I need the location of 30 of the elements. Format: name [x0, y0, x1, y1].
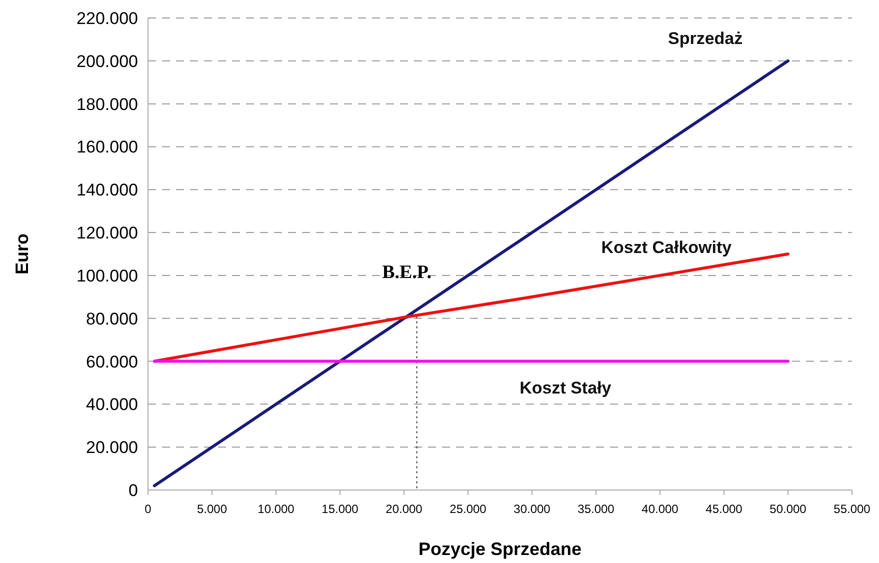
y-tick-label: 0: [128, 481, 138, 500]
y-tick-label: 20.000: [86, 438, 138, 458]
x-tick-label: 55.000: [834, 502, 871, 516]
y-tick-label: 220.000: [76, 9, 138, 28]
x-tick-label: 0: [144, 502, 152, 516]
y-tick-label: 40.000: [86, 395, 138, 414]
x-tick-label: 45.000: [706, 502, 743, 516]
y-axis-title: Euro: [12, 233, 32, 275]
x-tick-label: 25.000: [450, 502, 487, 516]
series-label: Koszt Całkowity: [601, 238, 732, 258]
y-tick-label: 120.000: [76, 224, 138, 243]
y-tick-label: 200.000: [76, 52, 138, 71]
x-tick-label: 35.000: [578, 502, 615, 516]
annotation: B.E.P.: [382, 262, 432, 284]
y-tick-label: 140.000: [76, 180, 138, 200]
x-tick-label: 15.000: [322, 502, 359, 516]
x-tick-label: 30.000: [514, 502, 551, 516]
x-tick-label: 40.000: [642, 502, 679, 516]
y-tick-label: 180.000: [76, 94, 138, 114]
y-tick-label: 60.000: [86, 352, 138, 372]
x-tick-label: 10.000: [258, 502, 295, 516]
x-tick-label: 20.000: [386, 502, 423, 516]
y-tick-label: 80.000: [86, 309, 138, 328]
series-label: Koszt Stały: [520, 378, 612, 398]
y-tick-label: 100.000: [76, 266, 138, 286]
x-tick-label: 50.000: [770, 502, 807, 516]
text: Sprzedaż: [668, 28, 743, 48]
y-tick-label: 160.000: [76, 138, 138, 157]
x-axis-title: Pozycje Sprzedane: [418, 539, 582, 559]
x-tick-label: 5.000: [196, 502, 228, 516]
